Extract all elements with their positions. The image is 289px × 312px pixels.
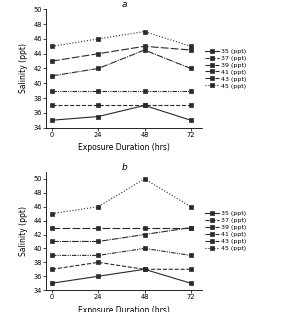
45 (ppt): [50, 212, 54, 216]
41 (ppt): [189, 67, 192, 71]
Legend: 35 (ppt), 37 (ppt), 39 (ppt), 41 (ppt), 43 (ppt), 45 (ppt): 35 (ppt), 37 (ppt), 39 (ppt), 41 (ppt), …: [205, 48, 247, 89]
45 (ppt): [189, 205, 192, 208]
41 (ppt): [97, 240, 100, 243]
45 (ppt): [50, 44, 54, 48]
Line: 37 (ppt): 37 (ppt): [50, 104, 192, 107]
45 (ppt): [143, 30, 146, 33]
39 (ppt): [50, 254, 54, 257]
43 (ppt): [50, 59, 54, 63]
39 (ppt): [97, 89, 100, 93]
43 (ppt): [143, 226, 146, 229]
45 (ppt): [97, 37, 100, 41]
37 (ppt): [143, 104, 146, 107]
X-axis label: Exposure Duration (hrs): Exposure Duration (hrs): [78, 306, 170, 312]
35 (ppt): [50, 281, 54, 285]
35 (ppt): [189, 118, 192, 122]
Line: 41 (ppt): 41 (ppt): [50, 48, 192, 78]
39 (ppt): [189, 89, 192, 93]
Line: 35 (ppt): 35 (ppt): [50, 104, 192, 122]
35 (ppt): [143, 104, 146, 107]
Line: 35 (ppt): 35 (ppt): [50, 268, 192, 285]
35 (ppt): [50, 118, 54, 122]
37 (ppt): [189, 104, 192, 107]
43 (ppt): [97, 52, 100, 56]
35 (ppt): [97, 274, 100, 278]
37 (ppt): [189, 267, 192, 271]
Line: 39 (ppt): 39 (ppt): [50, 247, 192, 257]
41 (ppt): [143, 233, 146, 236]
Title: b: b: [121, 163, 127, 172]
Y-axis label: Salinity (ppt): Salinity (ppt): [19, 206, 28, 256]
35 (ppt): [189, 281, 192, 285]
41 (ppt): [50, 240, 54, 243]
Line: 41 (ppt): 41 (ppt): [50, 226, 192, 243]
Line: 37 (ppt): 37 (ppt): [50, 261, 192, 271]
39 (ppt): [189, 254, 192, 257]
43 (ppt): [50, 226, 54, 229]
39 (ppt): [143, 246, 146, 250]
43 (ppt): [189, 226, 192, 229]
37 (ppt): [97, 261, 100, 264]
41 (ppt): [189, 226, 192, 229]
37 (ppt): [143, 267, 146, 271]
X-axis label: Exposure Duration (hrs): Exposure Duration (hrs): [78, 143, 170, 152]
41 (ppt): [97, 67, 100, 71]
43 (ppt): [97, 226, 100, 229]
35 (ppt): [143, 267, 146, 271]
43 (ppt): [143, 44, 146, 48]
Title: a: a: [121, 0, 127, 9]
41 (ppt): [143, 48, 146, 52]
37 (ppt): [50, 104, 54, 107]
35 (ppt): [97, 115, 100, 118]
Line: 43 (ppt): 43 (ppt): [50, 45, 192, 63]
45 (ppt): [189, 44, 192, 48]
39 (ppt): [50, 89, 54, 93]
Line: 45 (ppt): 45 (ppt): [50, 30, 192, 48]
Line: 45 (ppt): 45 (ppt): [50, 177, 192, 215]
Line: 43 (ppt): 43 (ppt): [50, 226, 192, 229]
Legend: 35 (ppt), 37 (ppt), 39 (ppt), 41 (ppt), 43 (ppt), 45 (ppt): 35 (ppt), 37 (ppt), 39 (ppt), 41 (ppt), …: [205, 210, 247, 252]
43 (ppt): [189, 48, 192, 52]
Line: 39 (ppt): 39 (ppt): [50, 89, 192, 92]
41 (ppt): [50, 74, 54, 78]
45 (ppt): [143, 177, 146, 181]
Y-axis label: Salinity (ppt): Salinity (ppt): [19, 43, 28, 94]
45 (ppt): [97, 205, 100, 208]
37 (ppt): [97, 104, 100, 107]
37 (ppt): [50, 267, 54, 271]
39 (ppt): [97, 254, 100, 257]
39 (ppt): [143, 89, 146, 93]
